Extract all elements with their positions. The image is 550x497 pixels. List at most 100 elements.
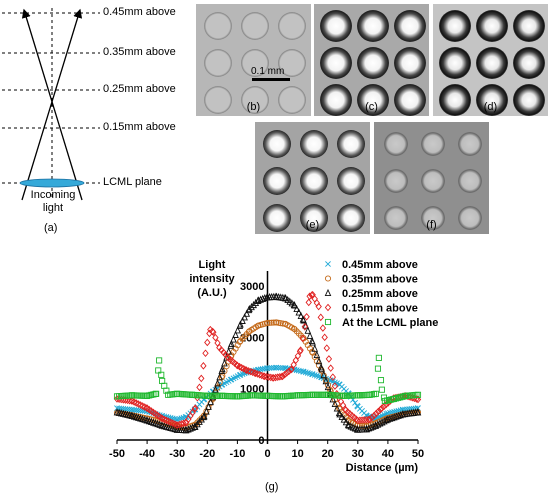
microlens-spot — [394, 47, 426, 79]
data-point-series-2 — [329, 395, 337, 403]
panel-a-caption: (a) — [44, 222, 58, 234]
data-point-series-2 — [228, 339, 235, 348]
data-point-series-2 — [212, 385, 219, 393]
data-point-series-2 — [309, 338, 316, 346]
microlens-spot — [278, 86, 306, 114]
microlens-spot — [337, 130, 365, 158]
data-point-series-3 — [303, 312, 310, 321]
micrograph-c-caption: (c) — [365, 101, 378, 113]
x-axis-label: Distance (µm) — [346, 462, 419, 474]
data-point-series-3 — [378, 404, 386, 412]
data-point-series-0 — [309, 371, 316, 378]
data-point-series-2 — [200, 412, 208, 420]
data-point-series-2 — [393, 412, 400, 420]
data-point-series-3 — [301, 323, 309, 331]
data-point-series-3 — [290, 360, 297, 369]
data-point-series-3 — [254, 370, 261, 378]
microlens-spot — [263, 167, 291, 195]
data-point-series-3 — [305, 298, 312, 307]
data-point-series-2 — [207, 397, 214, 406]
legend-label-1: 0.35mm above — [342, 274, 418, 286]
data-point-series-3 — [263, 372, 270, 381]
microlens-spot — [357, 10, 389, 42]
data-point-series-4 — [153, 390, 160, 397]
microlens-spot — [458, 206, 482, 230]
ray-diagram — [2, 8, 100, 201]
level-label-025: 0.25mm above — [103, 83, 176, 95]
microlens-spot — [513, 47, 545, 79]
y-tick-label: 2000 — [240, 332, 264, 344]
data-point-series-2 — [216, 372, 223, 381]
microlens-spot — [263, 130, 291, 158]
data-point-series-4 — [414, 391, 422, 398]
data-point-series-0 — [302, 369, 309, 376]
data-point-series-3 — [319, 324, 327, 332]
data-point-series-3 — [210, 328, 217, 337]
data-point-series-2 — [336, 410, 344, 418]
data-point-series-2 — [219, 364, 226, 373]
microlens-spot — [337, 167, 365, 195]
data-point-series-2 — [331, 399, 339, 407]
level-label-035: 0.35mm above — [103, 46, 176, 58]
micrograph-f: (f) — [374, 122, 489, 234]
data-point-series-3 — [196, 383, 203, 392]
data-point-series-2 — [246, 304, 253, 313]
micrograph-e: (e) — [255, 122, 370, 234]
data-point-series-3 — [256, 370, 263, 379]
data-point-series-3 — [288, 365, 295, 373]
data-point-series-3 — [331, 382, 339, 390]
microlens-spot — [278, 49, 306, 77]
y-tick-label: 0 — [258, 435, 264, 447]
legend-marker-1 — [324, 275, 332, 282]
data-point-series-2 — [232, 330, 239, 338]
x-tick-label: -50 — [109, 448, 125, 460]
micrograph-d-caption: (d) — [483, 101, 498, 113]
data-point-series-4 — [372, 390, 379, 397]
data-point-series-4 — [375, 354, 382, 361]
data-point-series-0 — [239, 371, 246, 378]
x-tick-label: -30 — [169, 448, 185, 460]
micrograph-e-caption: (e) — [305, 219, 320, 231]
micrograph-b: (b) — [196, 4, 311, 116]
legend-marker-2 — [324, 288, 332, 297]
data-point-series-3 — [180, 419, 187, 428]
legend-label-3: 0.15mm above — [342, 303, 418, 315]
microlens-spot — [337, 204, 365, 232]
data-point-series-0 — [311, 372, 318, 378]
data-point-series-2 — [311, 344, 319, 352]
scale-bar — [252, 78, 290, 81]
data-point-series-3 — [323, 344, 330, 352]
ray-left — [21, 8, 83, 201]
data-point-series-1 — [275, 319, 282, 326]
data-point-series-3 — [366, 415, 374, 424]
microlens-spot — [384, 206, 408, 230]
data-point-series-1 — [264, 319, 271, 327]
microlens-spot — [320, 10, 352, 42]
x-tick-label: -40 — [139, 448, 155, 460]
y-tick-label: 3000 — [240, 281, 264, 293]
data-point-series-2 — [342, 418, 350, 426]
microlens-spot — [300, 204, 328, 232]
data-point-series-2 — [250, 300, 257, 309]
level-label-015: 0.15mm above — [103, 121, 176, 133]
x-tick-label: 0 — [264, 448, 270, 460]
data-point-series-3 — [276, 373, 284, 381]
microlens-spot — [384, 169, 408, 193]
data-point-series-2 — [259, 294, 266, 302]
data-point-series-3 — [252, 369, 259, 378]
microlens-spot — [204, 86, 232, 114]
data-point-series-2 — [414, 408, 422, 416]
data-point-series-2 — [248, 302, 255, 311]
data-point-series-1 — [273, 319, 280, 326]
micrograph-d: (d) — [433, 4, 548, 116]
microlens-spot — [394, 10, 426, 42]
data-point-series-4 — [374, 365, 382, 372]
legend-label-0: 0.45mm above — [342, 259, 418, 271]
data-point-series-4 — [158, 371, 165, 378]
data-point-series-2 — [295, 308, 303, 316]
x-tick-label: 30 — [352, 448, 364, 460]
data-point-series-2 — [322, 376, 330, 385]
figure-caption-g: (g) — [265, 481, 279, 493]
data-point-series-3 — [370, 411, 378, 420]
data-point-series-4 — [146, 392, 153, 399]
